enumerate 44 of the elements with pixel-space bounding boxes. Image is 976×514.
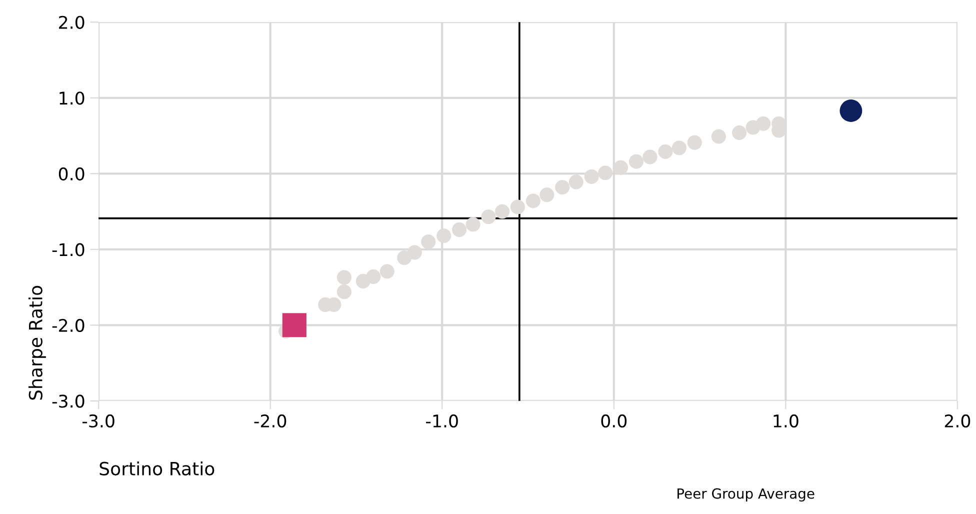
point — [407, 245, 422, 260]
point — [584, 169, 599, 184]
point — [421, 234, 436, 250]
y-tick-label: 1.0 — [60, 92, 84, 105]
point — [452, 222, 467, 237]
x-tick-label: 2.0 — [944, 414, 970, 428]
point — [642, 150, 658, 164]
point — [380, 264, 394, 279]
point — [494, 204, 510, 219]
point — [568, 174, 584, 190]
x-tick-label: 0.0 — [601, 414, 627, 428]
y-tick-label: -1.0 — [52, 243, 84, 256]
point — [732, 125, 747, 140]
point — [336, 284, 352, 300]
point — [672, 140, 686, 156]
point — [366, 269, 381, 284]
point — [336, 270, 352, 285]
y-tick-label: 2.0 — [59, 16, 84, 29]
x-axis-title: Sortino Ratio — [100, 461, 214, 476]
y-axis-title: Sharpe Ratio — [28, 286, 46, 400]
x-tick-label: -1.0 — [426, 414, 458, 428]
point — [510, 200, 525, 214]
y-tick-label: -2.0 — [52, 318, 84, 332]
point — [540, 188, 554, 202]
point — [711, 129, 726, 144]
point — [658, 144, 673, 159]
point — [613, 160, 628, 175]
y-tick-label: 0.0 — [58, 167, 84, 180]
x-tick-label: -3.0 — [82, 414, 114, 428]
point — [555, 180, 570, 195]
point — [840, 100, 862, 122]
point — [436, 228, 452, 244]
point — [598, 166, 613, 180]
ref-line-label: Peer Group Average — [678, 488, 814, 502]
point — [282, 313, 306, 338]
point — [628, 154, 644, 169]
point — [756, 116, 771, 131]
point — [526, 194, 540, 208]
y-tick-label: -3.0 — [52, 394, 84, 408]
point — [687, 135, 702, 150]
point — [481, 210, 496, 224]
point — [466, 217, 480, 232]
x-tick-label: -2.0 — [254, 414, 286, 428]
x-tick-label: 1.0 — [774, 414, 798, 428]
